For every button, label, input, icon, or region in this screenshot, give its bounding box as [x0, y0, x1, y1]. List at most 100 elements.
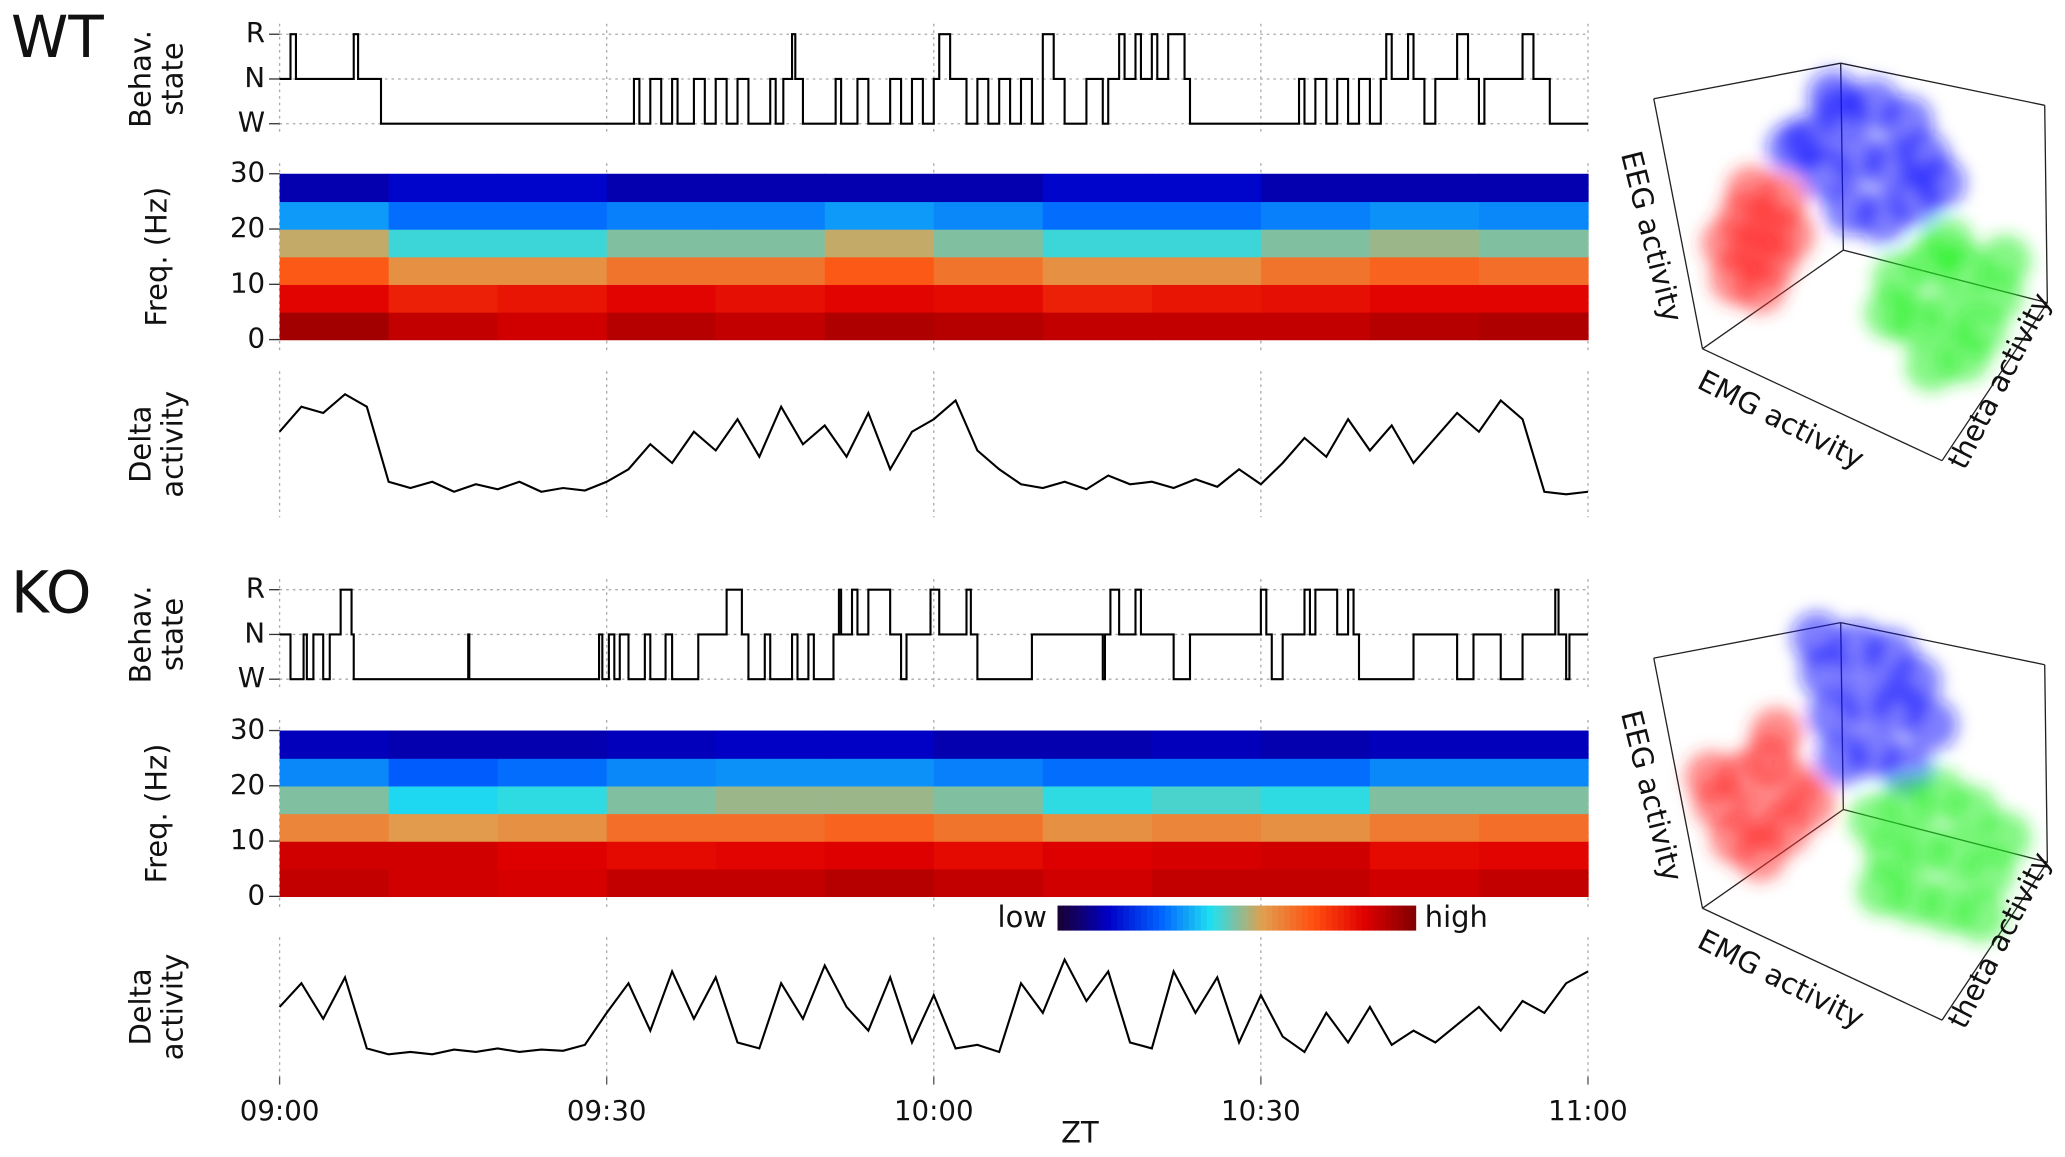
spectrogram-cell: [715, 868, 826, 898]
spectrogram-cell: [715, 201, 826, 230]
spectrogram-cell: [1151, 229, 1262, 258]
colorbar-slice: [1117, 905, 1124, 931]
scatter-point: [1782, 776, 1836, 830]
hypnogram: [279, 588, 1588, 681]
colorbar-slice: [1314, 905, 1321, 931]
spectrogram-cell: [1260, 841, 1371, 870]
spectrogram-cell: [279, 758, 390, 787]
spectrogram-cell: [279, 284, 390, 313]
spectrogram-cell: [388, 758, 499, 787]
spectrogram-cell: [1151, 201, 1262, 230]
colorbar-high-label: high: [1425, 900, 1488, 934]
colorbar-slice: [1373, 905, 1381, 931]
spectrogram-cell: [1042, 256, 1153, 285]
colorbar-slice: [1326, 905, 1333, 931]
colorbar-slice: [1409, 905, 1417, 931]
spectrogram-cell: [279, 173, 390, 203]
colorbar-slice: [1355, 905, 1363, 931]
spectrogram-cell: [933, 841, 1044, 870]
colorbar-slice: [1385, 905, 1393, 931]
colorbar-slice: [1218, 905, 1226, 931]
spectrogram-cell: [715, 229, 826, 258]
spectrogram-cell: [279, 256, 390, 285]
y-axis-label: Freq. (Hz): [139, 744, 173, 884]
scatter-cloud: [1701, 69, 2032, 392]
spectrogram-cell: [824, 284, 935, 313]
y-tick-label: 20: [230, 211, 265, 244]
spectrogram-cell: [1478, 730, 1589, 759]
spectrogram-cell: [279, 229, 390, 258]
y-tick-label: 0: [248, 878, 266, 911]
spectrogram-cell: [1478, 841, 1589, 870]
y-tick-label: 30: [230, 713, 265, 746]
colorbar-slice: [1147, 905, 1154, 931]
spectrogram-cell: [1151, 813, 1262, 842]
spectrogram-cell: [824, 311, 935, 341]
scatter-point: [1864, 286, 1918, 340]
y-axis-label: Behav.: [124, 30, 158, 128]
colorbar-slice: [1152, 905, 1160, 931]
colorbar-slice: [1296, 905, 1303, 931]
spectrogram-cell: [606, 813, 717, 842]
spectrogram-cell: [1369, 758, 1480, 787]
colorbar-slice: [1188, 905, 1196, 931]
colorbar-slice: [1135, 905, 1142, 931]
y-axis-label: EEG activity: [1614, 707, 1689, 885]
colorbar-slice: [1272, 905, 1279, 931]
colorbar-slice: [1111, 905, 1118, 931]
scatter-point: [1725, 165, 1779, 218]
spectrogram-cell: [497, 311, 608, 341]
spectrogram-cell: [824, 813, 935, 842]
spectrogram-cell: [715, 173, 826, 203]
spectrogram-cell: [606, 284, 717, 313]
spectrogram-cell: [1042, 868, 1153, 898]
colorbar-slice: [1063, 905, 1071, 931]
scatter-point: [1766, 121, 1820, 175]
spectrogram-cell: [933, 256, 1044, 285]
colorbar-slice: [1308, 905, 1315, 931]
colorbar-slice: [1349, 905, 1357, 931]
x-axis-label: ZT: [1061, 1116, 1099, 1150]
hypnogram: [279, 33, 1588, 125]
y-axis-label: EEG activity: [1614, 147, 1689, 325]
delta-trace: [278, 957, 1589, 1056]
spectrogram-cell: [1369, 173, 1480, 203]
spectrogram-cell: [1478, 758, 1589, 787]
colorbar-slice: [1284, 905, 1291, 931]
spectrogram-cell: [1151, 841, 1262, 870]
y-tick-label: 0: [248, 322, 266, 355]
spectrogram-cell: [715, 758, 826, 787]
spectrogram-cell: [824, 201, 935, 230]
spectrogram-cell: [497, 201, 608, 230]
spectrogram-cell: [1369, 311, 1480, 341]
spectrogram-cell: [388, 841, 499, 870]
spectrogram-cell: [1369, 813, 1480, 842]
spectrogram-cell: [1260, 758, 1371, 787]
spectrogram-cell: [824, 173, 935, 203]
spectrogram-cell: [388, 868, 499, 898]
spectrogram-cell: [715, 284, 826, 313]
spectrogram-cell: [1478, 284, 1589, 313]
colorbar-slice: [1057, 905, 1065, 931]
spectrogram-cell: [715, 256, 826, 285]
spectrogram-cell: [1042, 173, 1153, 203]
colorbar-slice: [1260, 905, 1268, 931]
spectrogram-cell: [1369, 785, 1480, 815]
spectrogram-cell: [1151, 256, 1262, 285]
colorbar-slice: [1343, 905, 1351, 931]
y-tick-label: 10: [230, 823, 265, 856]
spectrogram-cell: [279, 841, 390, 870]
spectrogram-cell: [1260, 311, 1371, 341]
spectrogram-cell: [933, 730, 1044, 759]
spectrogram-cell: [388, 785, 499, 815]
scatter-point: [1762, 208, 1816, 262]
scatter-point: [1684, 750, 1738, 804]
spectrogram-cell: [1478, 813, 1589, 842]
spectrogram-cell: [606, 841, 717, 870]
colorbar-slice: [1403, 905, 1411, 931]
spectrogram-cell: [606, 201, 717, 230]
spectrogram-cell: [279, 730, 390, 759]
colorbar-slice: [1194, 905, 1202, 931]
spectrogram-cell: [1042, 730, 1153, 759]
